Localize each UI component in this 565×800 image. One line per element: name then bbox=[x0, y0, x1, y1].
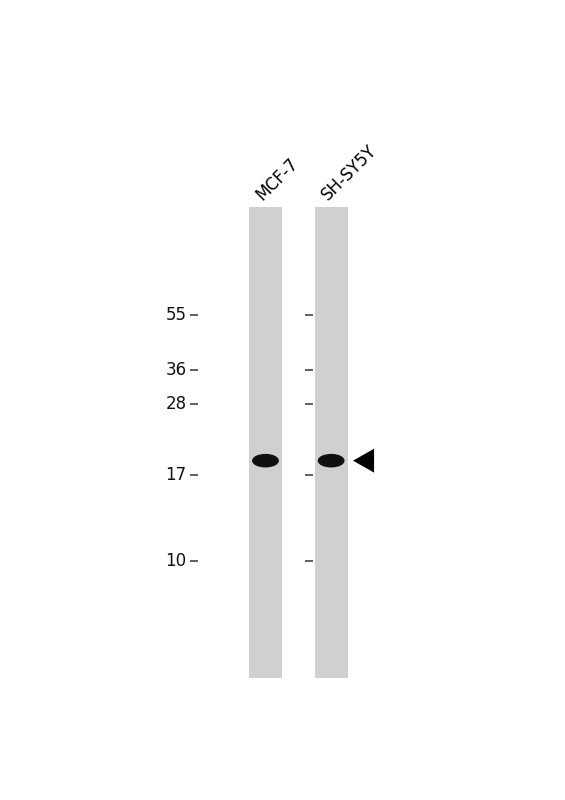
Text: 10: 10 bbox=[166, 552, 186, 570]
Bar bbox=[315, 207, 347, 678]
Ellipse shape bbox=[253, 454, 278, 466]
Text: 36: 36 bbox=[166, 361, 186, 379]
Text: MCF-7: MCF-7 bbox=[253, 154, 302, 204]
Polygon shape bbox=[353, 449, 374, 473]
Ellipse shape bbox=[319, 454, 344, 466]
Text: 17: 17 bbox=[166, 466, 186, 484]
Text: SH-SY5Y: SH-SY5Y bbox=[319, 142, 381, 204]
Bar bbox=[249, 207, 282, 678]
Text: 28: 28 bbox=[166, 395, 186, 413]
Text: 55: 55 bbox=[166, 306, 186, 324]
